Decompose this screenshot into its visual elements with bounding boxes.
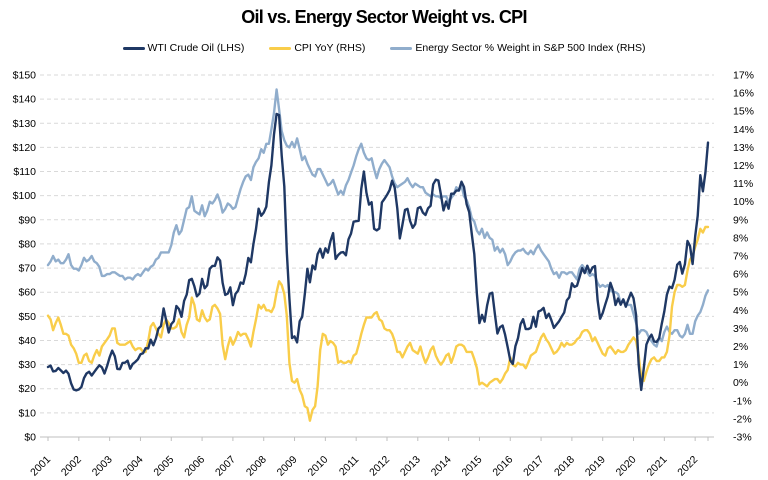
- cpi-line-swatch-icon: [269, 46, 292, 50]
- legend-label-energy-weight: Energy Sector % Weight in S&P 500 Index …: [415, 42, 646, 54]
- right-axis-tick-label: 4%: [733, 305, 748, 317]
- left-axis-tick-label: $20: [18, 383, 36, 395]
- legend-item-wti: WTI Crude Oil (LHS): [122, 42, 245, 54]
- x-axis-tick-label: 2012: [367, 454, 392, 479]
- right-axis-tick-label: 1%: [733, 359, 748, 371]
- x-axis-tick-label: 2016: [490, 454, 515, 479]
- legend-item-energy-weight: Energy Sector % Weight in S&P 500 Index …: [390, 42, 646, 54]
- wti-line-swatch-icon: [122, 46, 145, 50]
- series-line-cpi-yoy-rhs: [46, 225, 710, 422]
- x-axis-tick-label: 2018: [552, 454, 577, 479]
- left-axis-tick-label: $0: [24, 432, 36, 444]
- right-axis-tick-label: 11%: [733, 178, 753, 190]
- x-axis-tick-label: 2006: [182, 454, 207, 479]
- x-axis-tick-label: 2022: [675, 454, 700, 479]
- x-axis-tick-label: 2019: [583, 454, 608, 479]
- x-axis-tick-label: 2002: [59, 454, 84, 479]
- left-axis-tick-label: $50: [18, 311, 36, 323]
- x-axis-tick-label: 2015: [460, 454, 485, 479]
- right-axis-tick-label: -1%: [733, 395, 752, 407]
- left-axis-tick-label: $120: [13, 142, 37, 154]
- legend-label-wti: WTI Crude Oil (LHS): [147, 42, 245, 54]
- right-axis-tick-label: 5%: [733, 287, 748, 299]
- x-axis-tick-label: 2020: [614, 454, 639, 479]
- x-axis-tick-label: 2004: [121, 454, 146, 479]
- right-axis-tick-label: 16%: [733, 88, 754, 100]
- x-axis-tick-label: 2001: [28, 454, 53, 479]
- right-axis-tick-label: 15%: [733, 106, 754, 118]
- right-axis-tick-label: 8%: [733, 232, 748, 244]
- x-axis-tick-label: 2009: [275, 454, 300, 479]
- left-axis-tick-label: $100: [13, 190, 37, 202]
- x-axis-tick-label: 2008: [244, 454, 269, 479]
- right-axis-tick-label: 17%: [733, 70, 754, 82]
- right-axis-tick-label: 6%: [733, 269, 748, 281]
- left-axis-tick-label: $10: [18, 407, 36, 419]
- left-axis-tick-label: $150: [13, 70, 37, 82]
- right-axis-tick-label: -2%: [733, 413, 752, 425]
- x-axis-tick-label: 2010: [305, 454, 330, 479]
- energy-weight-line-swatch-icon: [390, 46, 413, 50]
- left-axis-tick-label: $140: [13, 94, 37, 106]
- page-title: Oil vs. Energy Sector Weight vs. CPI: [241, 7, 527, 27]
- legend-label-cpi: CPI YoY (RHS): [294, 42, 366, 54]
- left-axis-tick-label: $60: [18, 287, 36, 299]
- right-axis-tick-label: 9%: [733, 214, 748, 226]
- right-axis-tick-label: 7%: [733, 251, 748, 263]
- x-axis-tick-label: 2007: [213, 454, 238, 479]
- x-axis-tick-label: 2017: [521, 454, 546, 479]
- right-axis-tick-label: 12%: [733, 160, 754, 172]
- series-line-energy-sector-weight-in-s-p-500-index-rhs: [46, 88, 710, 348]
- series-line-wti-crude-oil-lhs: [46, 112, 710, 392]
- left-axis-tick-label: $30: [18, 359, 36, 371]
- x-axis-tick-label: 2014: [429, 454, 454, 479]
- right-axis-tick-label: 10%: [733, 196, 754, 208]
- x-axis-tick-label: 2021: [644, 454, 669, 479]
- legend-item-cpi: CPI YoY (RHS): [269, 42, 365, 54]
- right-axis-tick-label: 0%: [733, 377, 748, 389]
- left-axis-tick-label: $40: [18, 335, 36, 347]
- left-axis-tick-label: $80: [18, 238, 36, 250]
- x-axis-tick-label: 2011: [337, 454, 362, 479]
- right-axis-tick-label: 2%: [733, 341, 748, 353]
- x-axis-tick-label: 2013: [398, 454, 423, 479]
- left-axis-tick-label: $90: [18, 214, 36, 226]
- x-axis-tick-label: 2003: [90, 454, 115, 479]
- right-axis-tick-label: 14%: [733, 124, 754, 136]
- right-axis-tick-label: -3%: [733, 432, 752, 444]
- left-axis-tick-label: $130: [13, 118, 37, 130]
- x-axis-tick-label: 2005: [151, 454, 176, 479]
- left-axis-tick-label: $70: [18, 263, 36, 275]
- right-axis-tick-label: 3%: [733, 323, 748, 335]
- left-axis-tick-label: $110: [13, 166, 36, 178]
- chart-legend: WTI Crude Oil (LHS) CPI YoY (RHS) Energy…: [0, 42, 768, 54]
- right-axis-tick-label: 13%: [733, 142, 754, 154]
